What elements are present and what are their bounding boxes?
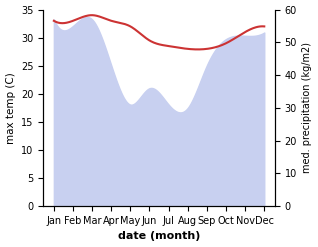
Y-axis label: max temp (C): max temp (C) [5, 72, 16, 144]
X-axis label: date (month): date (month) [118, 231, 200, 242]
Y-axis label: med. precipitation (kg/m2): med. precipitation (kg/m2) [302, 42, 313, 173]
